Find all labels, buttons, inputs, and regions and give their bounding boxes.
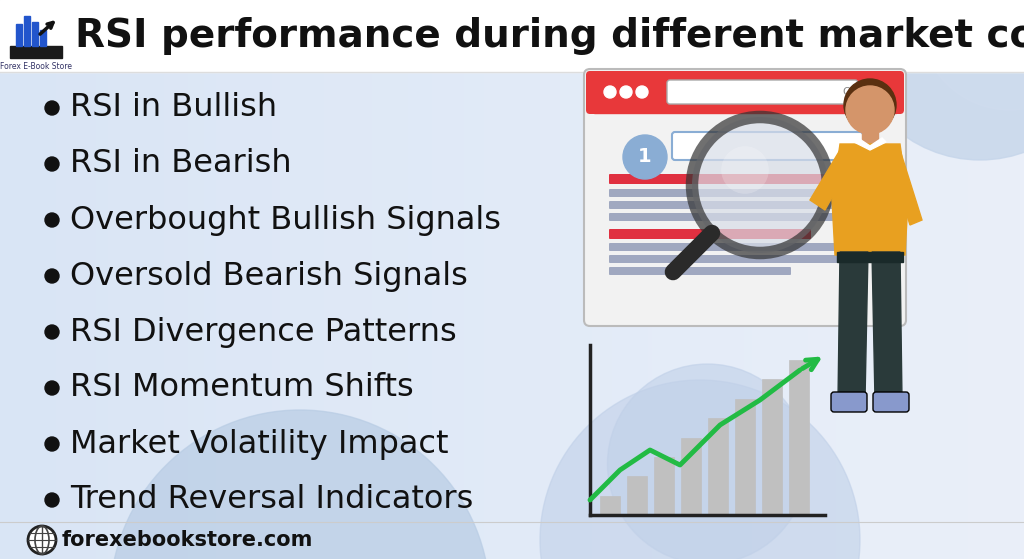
Polygon shape	[890, 150, 922, 225]
FancyBboxPatch shape	[873, 392, 909, 412]
Circle shape	[45, 269, 59, 283]
Circle shape	[636, 86, 648, 98]
Bar	[24, 16, 30, 46]
Bar	[790, 360, 809, 515]
Bar	[735, 399, 755, 515]
Text: RSI Momentum Shifts: RSI Momentum Shifts	[70, 372, 414, 404]
Bar	[708, 418, 728, 515]
Polygon shape	[872, 252, 902, 400]
FancyBboxPatch shape	[609, 189, 871, 197]
Circle shape	[620, 86, 632, 98]
Text: Q: Q	[843, 87, 851, 97]
Circle shape	[844, 79, 896, 131]
Bar	[681, 438, 701, 515]
FancyBboxPatch shape	[609, 267, 791, 275]
Circle shape	[45, 101, 59, 115]
Text: 1: 1	[638, 148, 652, 167]
Polygon shape	[810, 150, 850, 210]
Text: Forex E-Book Store: Forex E-Book Store	[0, 62, 72, 71]
Circle shape	[110, 410, 490, 559]
FancyBboxPatch shape	[609, 174, 851, 184]
Bar	[16, 24, 22, 46]
Bar	[594, 93, 896, 113]
Circle shape	[607, 364, 808, 559]
Polygon shape	[854, 138, 886, 150]
FancyBboxPatch shape	[672, 132, 863, 160]
Circle shape	[45, 213, 59, 227]
Circle shape	[45, 157, 59, 171]
Text: Overbought Bullish Signals: Overbought Bullish Signals	[70, 205, 501, 235]
Text: RSI in Bullish: RSI in Bullish	[70, 92, 278, 124]
Text: RSI performance during different market conditions: RSI performance during different market …	[75, 17, 1024, 55]
Circle shape	[623, 135, 667, 179]
Circle shape	[45, 381, 59, 395]
FancyBboxPatch shape	[609, 255, 851, 263]
Circle shape	[28, 526, 56, 554]
Bar	[40, 30, 46, 46]
Bar	[837, 252, 903, 262]
Text: RSI Divergence Patterns: RSI Divergence Patterns	[70, 316, 457, 348]
Bar	[0, 0, 1024, 72]
Circle shape	[692, 117, 828, 253]
Bar	[627, 476, 647, 515]
Text: Market Volatility Impact: Market Volatility Impact	[70, 429, 449, 459]
Circle shape	[850, 0, 1024, 160]
Text: forexebookstore.com: forexebookstore.com	[62, 530, 313, 550]
FancyBboxPatch shape	[584, 69, 906, 326]
Polygon shape	[10, 46, 62, 58]
FancyBboxPatch shape	[667, 80, 858, 104]
Polygon shape	[831, 144, 908, 255]
Circle shape	[540, 380, 860, 559]
FancyBboxPatch shape	[586, 71, 904, 114]
Circle shape	[604, 86, 616, 98]
Circle shape	[846, 86, 894, 134]
Bar	[762, 380, 782, 515]
Bar	[32, 22, 38, 46]
FancyBboxPatch shape	[831, 392, 867, 412]
FancyBboxPatch shape	[609, 201, 861, 209]
FancyBboxPatch shape	[609, 243, 871, 251]
FancyBboxPatch shape	[609, 213, 841, 221]
Circle shape	[721, 146, 769, 194]
FancyBboxPatch shape	[609, 229, 811, 239]
Circle shape	[45, 437, 59, 451]
Text: Trend Reversal Indicators: Trend Reversal Indicators	[70, 485, 473, 515]
Bar	[600, 496, 620, 515]
Circle shape	[920, 0, 1024, 110]
Text: Oversold Bearish Signals: Oversold Bearish Signals	[70, 260, 468, 291]
Circle shape	[45, 493, 59, 507]
Bar	[862, 130, 878, 144]
Circle shape	[45, 325, 59, 339]
Bar	[654, 457, 674, 515]
Polygon shape	[838, 252, 868, 400]
Text: RSI in Bearish: RSI in Bearish	[70, 149, 292, 179]
